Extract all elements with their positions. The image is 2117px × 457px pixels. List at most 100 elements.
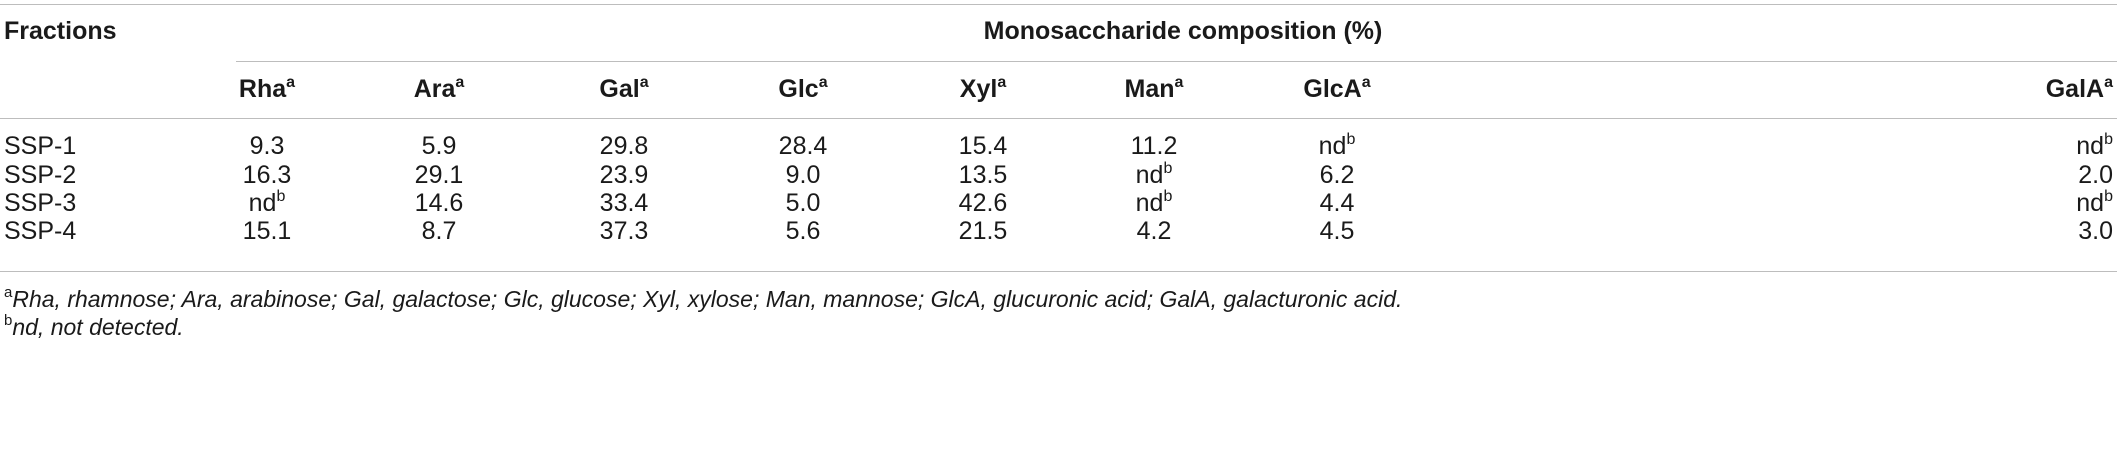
cell-value: 15.4: [958, 132, 1008, 160]
column-header-label: Ara: [413, 75, 456, 103]
column-header-xyl: Xyla: [960, 74, 1006, 104]
table-cell: 29.1: [415, 160, 464, 190]
table-cell: 14.6: [415, 188, 464, 218]
column-header-superscript: a: [818, 73, 828, 91]
column-header-rule: [0, 118, 2117, 119]
table-cell: 33.4: [600, 188, 649, 218]
cell-value: nd: [1318, 132, 1347, 160]
footnote-a-text: Rha, rhamnose; Ara, arabinose; Gal, gala…: [12, 286, 1403, 312]
cell-value: 5.9: [421, 132, 457, 160]
row-name: SSP-3: [4, 189, 77, 217]
cell-value: 11.2: [1130, 132, 1178, 160]
column-header-superscript: a: [639, 73, 649, 91]
cell-value: 2.0: [2078, 161, 2113, 189]
cell-value: 8.7: [421, 217, 457, 245]
table-cell: 5.0: [786, 188, 821, 218]
cell-value: 5.6: [785, 217, 821, 245]
column-header-label: Gal: [599, 75, 640, 103]
cell-value: 21.5: [958, 217, 1008, 245]
table-cell: ndb: [249, 188, 286, 218]
column-header-gala: GalAa: [2046, 74, 2113, 104]
cell-value: 4.4: [1319, 189, 1355, 217]
row-name: SSP-2: [4, 161, 77, 189]
table-cell: 23.9: [600, 160, 649, 190]
cell-value: 16.3: [242, 161, 292, 189]
cell-value: 9.0: [785, 161, 821, 189]
column-header-glca: GlcAa: [1303, 74, 1370, 104]
table-cell: 9.3: [250, 131, 285, 161]
table-cell: 9.0: [786, 160, 821, 190]
footnote-b-mark: b: [4, 312, 13, 330]
table-cell: 15.4: [959, 131, 1008, 161]
cell-value: nd: [248, 189, 277, 217]
cell-value: 42.6: [958, 189, 1008, 217]
column-header-gal: Gala: [599, 74, 648, 104]
column-header-label: Glc: [778, 75, 819, 103]
column-header-man: Mana: [1125, 74, 1184, 104]
table-cell: ndb: [1319, 131, 1356, 161]
table-cell: 37.3: [600, 216, 649, 246]
cell-superscript: b: [2104, 187, 2113, 205]
table-cell: 5.9: [422, 131, 457, 161]
row-name: SSP-1: [4, 132, 77, 160]
column-header-superscript: a: [2104, 73, 2113, 91]
cell-superscript: b: [1346, 130, 1356, 148]
footnote-b-text: nd, not detected.: [12, 314, 184, 340]
column-header-rha: Rhaa: [239, 74, 295, 104]
column-header-superscript: a: [286, 73, 296, 91]
table-cell: 8.7: [422, 216, 457, 246]
cell-value: nd: [2076, 189, 2105, 217]
column-header-label: GlcA: [1303, 75, 1362, 103]
table-cell: 29.8: [600, 131, 649, 161]
table-cell: 13.5: [959, 160, 1008, 190]
fractions-header: Fractions: [4, 17, 117, 45]
cell-value: nd: [1135, 189, 1164, 217]
row-name: SSP-4: [4, 217, 77, 245]
table-cell: ndb: [2076, 188, 2113, 218]
cell-value: nd: [1135, 161, 1164, 189]
column-header-label: GalA: [2045, 75, 2105, 103]
cell-superscript: b: [276, 187, 286, 205]
column-header-glc: Glca: [778, 74, 827, 104]
column-header-superscript: a: [997, 73, 1007, 91]
table-top-rule: [0, 4, 2117, 5]
table-cell: 5.6: [786, 216, 821, 246]
table-cell: ndb: [1136, 160, 1173, 190]
table-cell: 15.1: [243, 216, 292, 246]
cell-value: 33.4: [599, 189, 649, 217]
cell-value: 5.0: [785, 189, 821, 217]
column-header-superscript: a: [1174, 73, 1184, 91]
table-cell: 28.4: [779, 131, 828, 161]
cell-value: 28.4: [778, 132, 828, 160]
table-cell: 21.5: [959, 216, 1008, 246]
cell-value: 14.6: [414, 189, 464, 217]
table-cell: 4.2: [1137, 216, 1172, 246]
cell-value: 29.1: [414, 161, 464, 189]
cell-value: 9.3: [249, 132, 285, 160]
table-cell: ndb: [2076, 131, 2113, 161]
table-cell: 42.6: [959, 188, 1008, 218]
footnote-b: bnd, not detected.: [4, 313, 184, 341]
cell-value: 4.2: [1136, 217, 1172, 245]
table-cell: 16.3: [243, 160, 292, 190]
table-cell: 2.0: [2078, 160, 2113, 190]
monosaccharide-composition-header: Monosaccharide composition (%): [983, 17, 1383, 45]
cell-value: 6.2: [1319, 161, 1355, 189]
cell-value: 29.8: [599, 132, 649, 160]
column-header-label: Xyl: [959, 75, 998, 103]
cell-value: 37.3: [599, 217, 649, 245]
cell-superscript: b: [1163, 159, 1173, 177]
table-bottom-rule: [0, 271, 2117, 272]
footnote-a-mark: a: [4, 284, 13, 302]
table-cell: ndb: [1136, 188, 1173, 218]
table-cell: 11.2: [1131, 131, 1178, 161]
cell-value: 13.5: [958, 161, 1008, 189]
column-header-label: Rha: [238, 75, 287, 103]
cell-value: 15.1: [242, 217, 292, 245]
cell-value: nd: [2076, 132, 2105, 160]
column-header-label: Man: [1124, 75, 1175, 103]
table-cell: 4.5: [1320, 216, 1355, 246]
table-cell: 3.0: [2078, 216, 2113, 246]
cell-superscript: b: [2104, 130, 2113, 148]
group-header-rule: [236, 61, 2117, 62]
